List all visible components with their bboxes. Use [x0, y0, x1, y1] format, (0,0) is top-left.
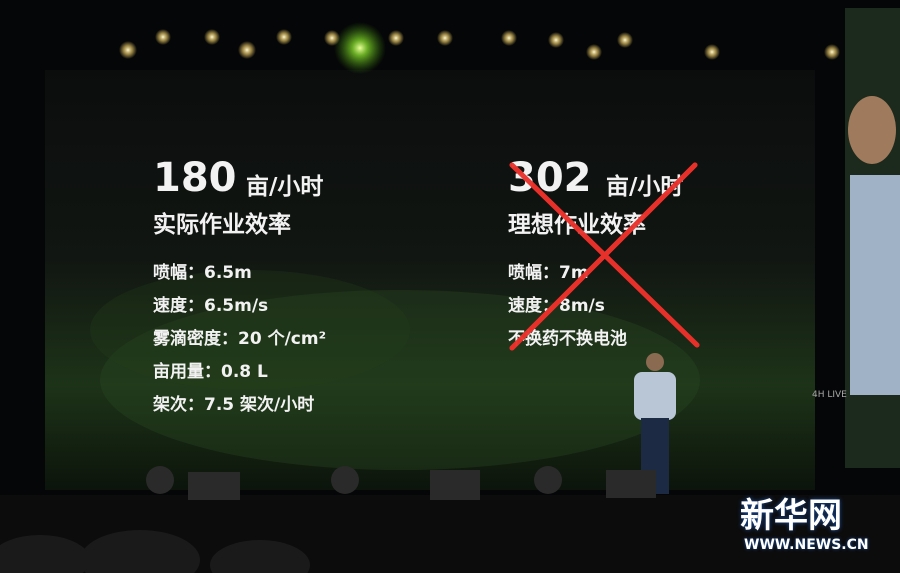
watermark-name: 新华网 — [740, 496, 842, 536]
watermark-url: WWW.NEWS.CN — [744, 537, 869, 553]
spec: 速度：8m/s — [508, 296, 605, 316]
unit: 亩/小时 — [246, 174, 324, 200]
stage-lights — [119, 22, 840, 74]
spec: 速度：6.5m/s — [153, 296, 269, 316]
spec: 喷幅：6.5m — [153, 263, 252, 283]
monitors — [146, 466, 656, 500]
unit: 亩/小时 — [606, 174, 684, 200]
stage-logo: 4H LIVE — [812, 390, 847, 400]
value: 302 — [508, 155, 592, 201]
audience — [0, 530, 310, 573]
subtitle: 理想作业效率 — [508, 212, 646, 238]
subtitle: 实际作业效率 — [153, 212, 291, 238]
spec: 喷幅：7m — [508, 263, 589, 283]
face-closeup — [848, 96, 896, 164]
spec: 架次：7.5 架次/小时 — [153, 395, 315, 415]
shirt-closeup — [850, 175, 900, 395]
spec: 雾滴密度：20 个/cm² — [153, 329, 327, 349]
spec: 不换药不换电池 — [508, 329, 627, 349]
value: 180 — [153, 155, 237, 201]
foliage — [90, 270, 410, 390]
spec: 亩用量：0.8 L — [153, 362, 268, 382]
